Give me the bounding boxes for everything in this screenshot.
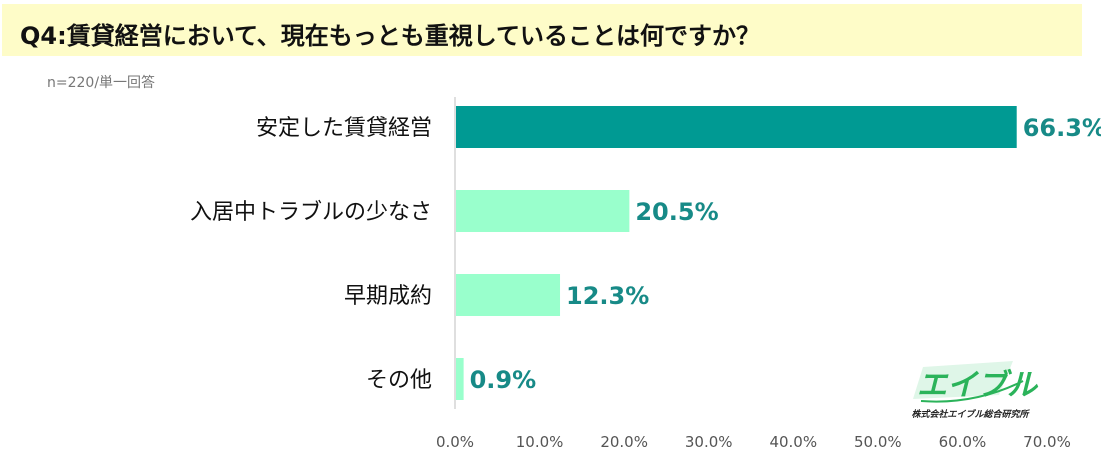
category-label: 安定した賃貸経営 <box>256 116 432 141</box>
sample-note: n=220/単一回答 <box>47 75 156 91</box>
chart-title: Q4:賃貸経営において、現在もっとも重視していることは何ですか？ <box>20 22 761 50</box>
bar <box>456 274 561 316</box>
title-bar: Q4:賃貸経営において、現在もっとも重視していることは何ですか？ <box>2 4 1082 56</box>
value-label: 20.5% <box>635 198 718 226</box>
logo-company-name: 株式会社エイブル総合研究所 <box>911 410 1029 420</box>
x-tick-label: 20.0% <box>600 433 648 451</box>
bar <box>456 190 630 232</box>
value-label: 66.3% <box>1023 114 1101 142</box>
x-tick-label: 30.0% <box>685 433 733 451</box>
x-tick-label: 50.0% <box>854 433 902 451</box>
able-logo-mark: エイブル <box>913 361 1039 403</box>
value-label: 12.3% <box>566 282 649 310</box>
bar <box>456 106 1017 148</box>
x-tick-label: 60.0% <box>939 433 987 451</box>
x-tick-label: 10.0% <box>516 433 564 451</box>
bar <box>456 358 464 400</box>
value-label: 0.9% <box>470 366 537 394</box>
x-tick-label: 0.0% <box>436 433 474 451</box>
category-label: その他 <box>366 368 432 393</box>
category-label: 入居中トラブルの少なさ <box>190 200 432 225</box>
x-tick-label: 70.0% <box>1023 433 1071 451</box>
category-label: 早期成約 <box>344 284 432 309</box>
able-logo: エイブル 株式会社エイブル総合研究所 <box>895 355 1045 425</box>
x-tick-label: 40.0% <box>769 433 817 451</box>
